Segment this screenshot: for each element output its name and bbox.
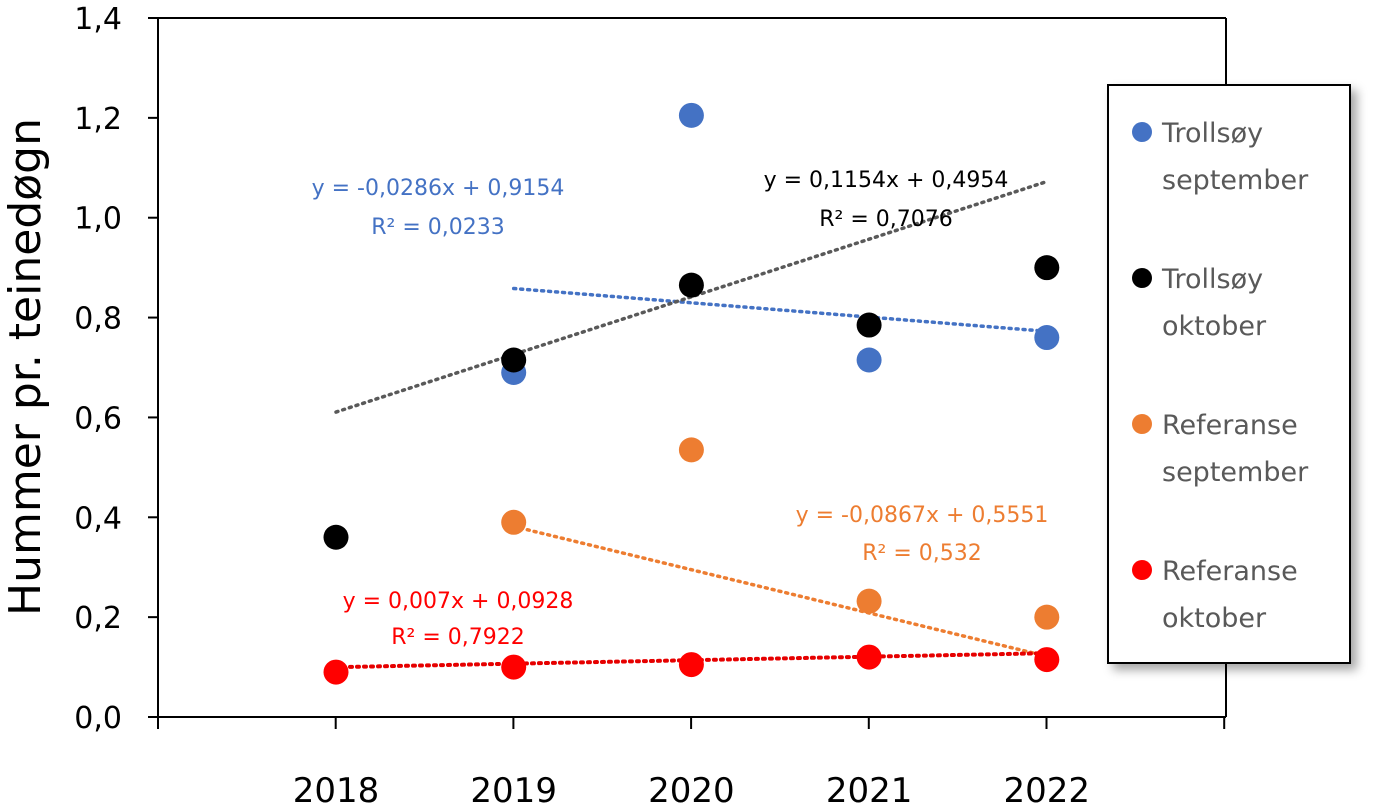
y-tick-label: 0,0	[74, 701, 122, 736]
y-tick-label: 0,8	[74, 302, 122, 337]
y-tick-label: 0,6	[74, 401, 122, 436]
legend-label: Referanse	[1162, 556, 1298, 587]
data-point	[1034, 604, 1060, 630]
data-point	[678, 437, 704, 463]
legend-label: Trollsøy	[1161, 264, 1263, 295]
data-point	[501, 347, 527, 373]
legend-marker	[1132, 414, 1152, 434]
trendline-equation: y = -0,0867x + 0,5551	[796, 503, 1049, 528]
legend-label: september	[1162, 165, 1309, 196]
data-point	[856, 312, 882, 338]
data-point	[323, 524, 349, 550]
x-tick-label: 2021	[826, 771, 913, 804]
trendline-equation: y = -0,0286x + 0,9154	[312, 176, 565, 201]
data-point	[856, 644, 882, 670]
data-point	[856, 347, 882, 373]
x-tick-label: 2020	[648, 771, 735, 804]
trendline-equation: y = 0,1154x + 0,4954	[764, 168, 1009, 193]
trendline-referanse-september	[511, 524, 1049, 659]
trendline-trollsøy-september	[511, 286, 1049, 334]
legend-label: september	[1162, 457, 1309, 488]
data-point	[678, 272, 704, 298]
y-axis-title: Hummer pr. teinedøgn	[0, 118, 51, 616]
legend-label: Referanse	[1162, 410, 1298, 441]
x-tick-label: 2018	[293, 771, 380, 804]
legend-marker	[1132, 122, 1152, 142]
legend-label: Trollsøy	[1161, 118, 1263, 149]
y-tick-label: 1,2	[74, 102, 122, 137]
data-point	[678, 652, 704, 678]
data-point	[501, 654, 527, 680]
data-point	[1034, 255, 1060, 281]
legend-marker	[1132, 560, 1152, 580]
data-point	[856, 588, 882, 614]
data-point	[1034, 647, 1060, 673]
legend-label: oktober	[1162, 603, 1267, 634]
y-tick-label: 0,2	[74, 601, 122, 636]
legend-marker	[1132, 268, 1152, 288]
data-point	[501, 509, 527, 535]
y-tick-label: 1,4	[74, 2, 122, 37]
x-tick-label: 2022	[1004, 771, 1091, 804]
trendline-r2: R² = 0,7922	[391, 625, 525, 650]
x-tick-label: 2019	[470, 771, 557, 804]
trendline-equation: y = 0,007x + 0,0928	[343, 589, 574, 614]
trendline-r2: R² = 0,0233	[371, 215, 505, 240]
data-point	[1034, 325, 1060, 351]
legend: Trollsøy september Trollsøy oktober Referans…	[1107, 84, 1351, 664]
trendline-r2: R² = 0,532	[862, 541, 982, 566]
y-tick-label: 1,0	[74, 202, 122, 237]
data-point	[678, 102, 704, 128]
legend-label: oktober	[1162, 311, 1267, 342]
trendline-r2: R² = 0,7076	[819, 207, 953, 232]
y-tick-label: 0,4	[74, 501, 122, 536]
data-point	[323, 659, 349, 685]
